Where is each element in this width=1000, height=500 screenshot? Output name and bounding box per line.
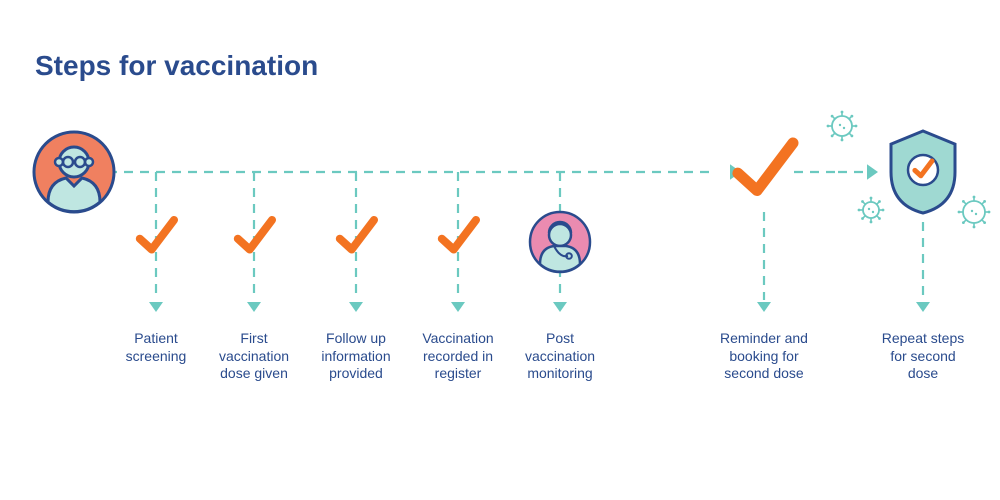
- arrowhead-icon: [349, 302, 363, 312]
- step-label: Vaccination recorded in register: [410, 330, 506, 383]
- nurse-icon: [530, 212, 590, 272]
- arrowhead-icon: [451, 302, 465, 312]
- step-label: First vaccination dose given: [206, 330, 302, 383]
- patient-icon: [34, 132, 114, 212]
- arrowhead-icon: [916, 302, 930, 312]
- check-icon: [738, 143, 793, 191]
- arrowhead-icon: [247, 302, 261, 312]
- virus-icon: [827, 111, 858, 142]
- virus-icon: [958, 196, 991, 229]
- arrowhead-icon: [867, 164, 878, 179]
- arrowhead-icon: [553, 302, 567, 312]
- step-label: Post vaccination monitoring: [512, 330, 608, 383]
- virus-icon: [858, 197, 885, 224]
- step-label: Repeat steps for second dose: [875, 330, 971, 383]
- step-label: Follow up information provided: [308, 330, 404, 383]
- arrowhead-icon: [149, 302, 163, 312]
- step-label: Patient screening: [108, 330, 204, 365]
- step-label: Reminder and booking for second dose: [716, 330, 812, 383]
- arrowhead-icon: [757, 302, 771, 312]
- diagram-canvas: [0, 0, 1000, 500]
